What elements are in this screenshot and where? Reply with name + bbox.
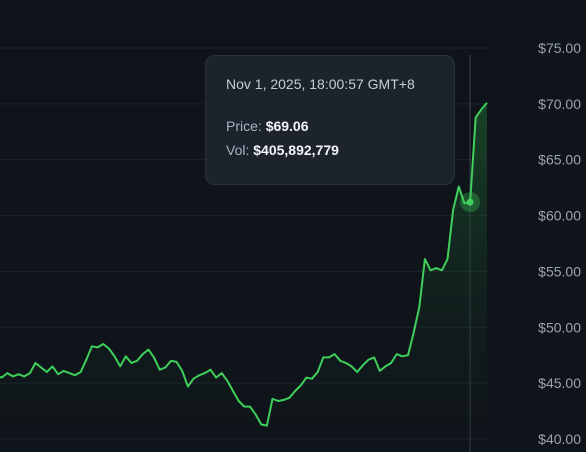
tooltip-timestamp: Nov 1, 2025, 18:00:57 GMT+8 (226, 76, 415, 92)
price-tooltip: Nov 1, 2025, 18:00:57 GMT+8 Price: $69.0… (205, 55, 455, 185)
y-tick-label: $55.00 (538, 263, 581, 279)
tooltip-vol-row: Vol: $405,892,779 (226, 142, 434, 158)
hover-point[interactable] (466, 198, 474, 206)
tooltip-vol-label: Vol: (226, 142, 250, 158)
tooltip-price-row: Price: $69.06 (226, 118, 434, 134)
y-tick-label: $70.00 (538, 96, 581, 112)
y-tick-label: $65.00 (538, 152, 581, 168)
y-axis-ticks: $75.00 $70.00 $65.00 $60.00 $55.00 $50.00 $45.… (538, 40, 581, 447)
y-tick-label: $40.00 (538, 431, 581, 447)
y-tick-label: $50.00 (538, 319, 581, 335)
y-tick-label: $60.00 (538, 208, 581, 224)
tooltip-vol-value: $405,892,779 (253, 142, 339, 158)
price-line[interactable] (0, 102, 488, 427)
tooltip-price-value: $69.06 (265, 118, 309, 134)
tooltip-price-label: Price: (226, 118, 262, 134)
y-tick-label: $45.00 (538, 375, 581, 391)
y-tick-label: $75.00 (538, 40, 581, 56)
